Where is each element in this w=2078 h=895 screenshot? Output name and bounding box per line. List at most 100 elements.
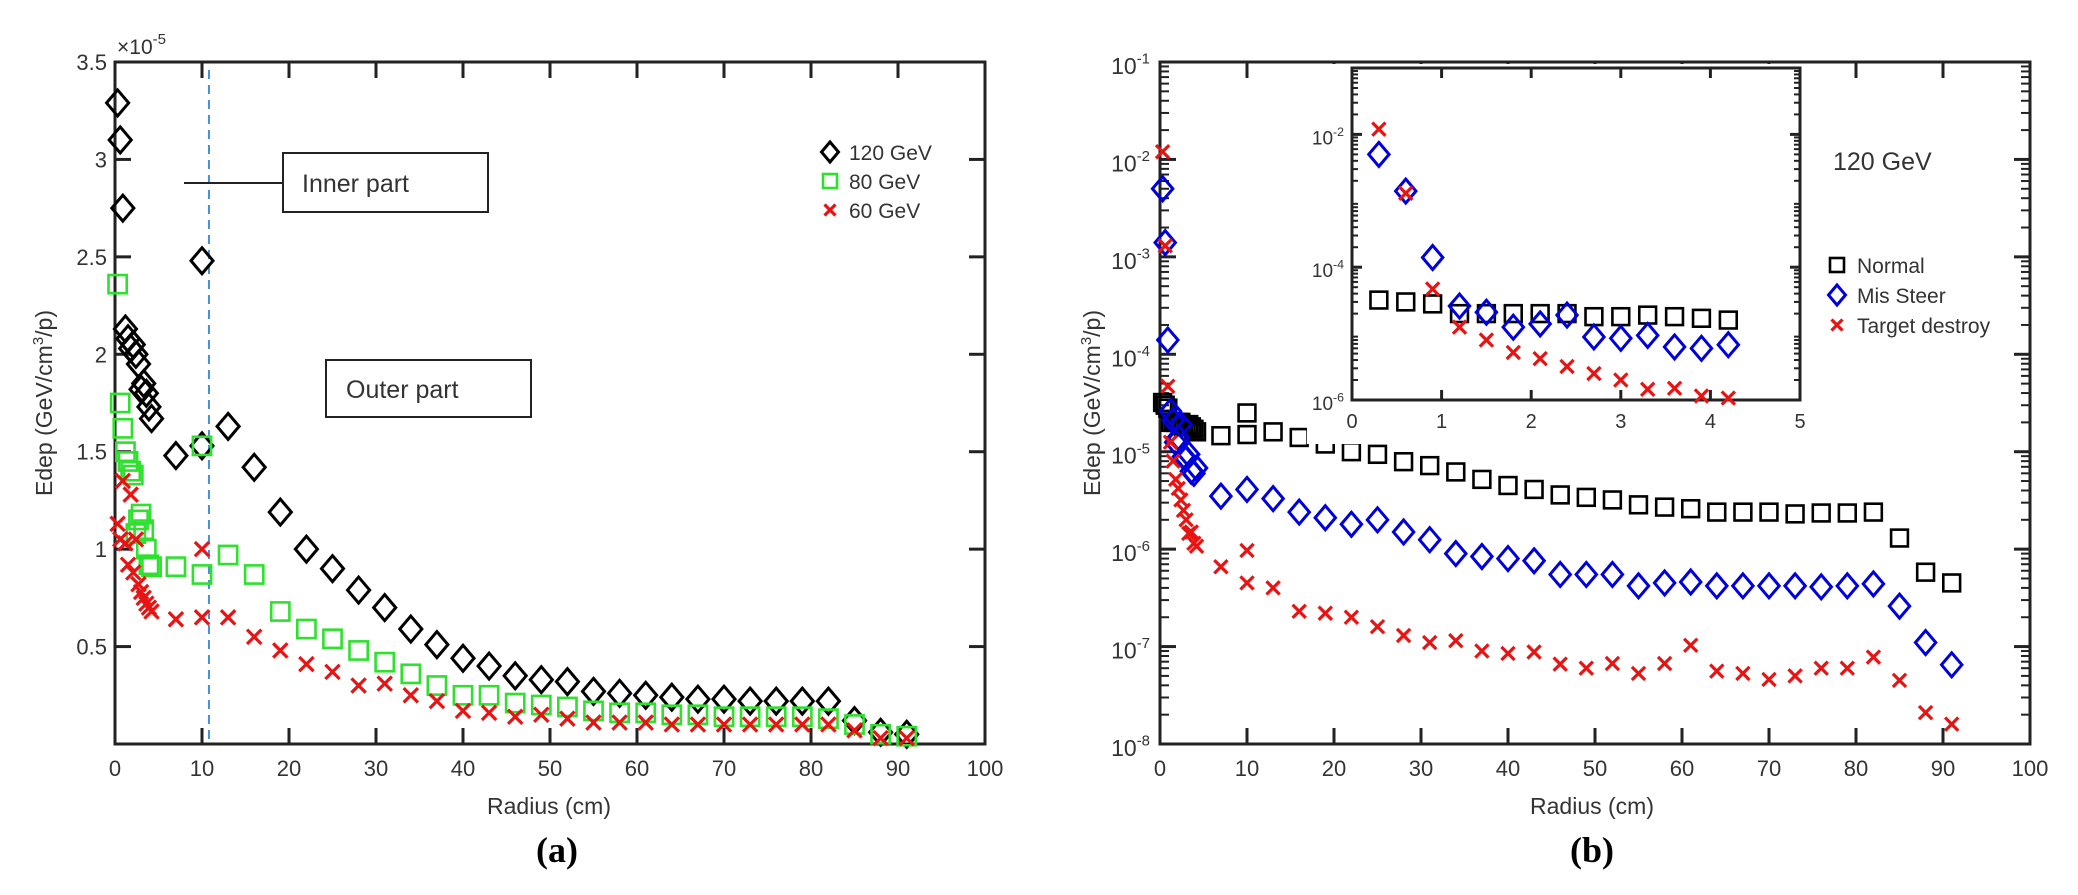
y-tick-label: 0.5 — [76, 635, 107, 660]
data-point — [1150, 174, 1175, 204]
data-point — [1237, 424, 1257, 445]
y-axis-label: Edep (GeV/cm3/p) — [1078, 310, 1105, 496]
data-point — [1635, 321, 1660, 350]
data-point — [715, 716, 733, 733]
data-point — [1608, 323, 1633, 353]
data-point — [1367, 444, 1388, 465]
data-point — [449, 642, 477, 674]
y-axis-label-main: Edep (GeV/cm — [31, 345, 57, 496]
data-point — [1664, 306, 1685, 327]
data-point — [1613, 372, 1629, 388]
data-point — [1939, 650, 1964, 680]
data-point — [191, 435, 213, 457]
data-point — [1501, 312, 1526, 342]
data-point — [188, 245, 216, 277]
data-point — [1730, 571, 1756, 601]
inset-x-tick-label: 3 — [1615, 411, 1626, 433]
data-point — [554, 666, 581, 697]
panel-label-a: (a) — [536, 830, 578, 870]
data-point — [193, 609, 211, 626]
tick-label-base: 10 — [1312, 394, 1333, 415]
data-point — [1239, 542, 1255, 559]
x-tick-label: 50 — [1583, 756, 1607, 781]
x-axis-label: Radius (cm) — [487, 793, 611, 819]
data-point — [1152, 392, 1173, 413]
data-point — [109, 515, 126, 533]
legend-label: 80 GeV — [849, 171, 920, 194]
data-point — [1393, 451, 1414, 472]
data-point — [1168, 410, 1194, 439]
data-point — [1530, 303, 1550, 324]
data-point — [1153, 228, 1178, 257]
y-axis-label-superscript: 3 — [1078, 337, 1095, 345]
x-axis-label: Radius (cm) — [1530, 793, 1654, 819]
data-point — [345, 574, 372, 606]
legend-label: 120 GeV — [849, 142, 932, 165]
data-point — [1761, 671, 1777, 688]
data-point — [1391, 517, 1416, 547]
data-point — [1691, 308, 1712, 328]
data-point — [243, 564, 265, 585]
x-tick-label: 30 — [1409, 756, 1433, 781]
data-point — [162, 440, 189, 471]
data-point — [1756, 571, 1782, 601]
data-point — [165, 556, 187, 578]
data-point — [135, 391, 162, 423]
data-point — [319, 553, 346, 584]
data-point — [1656, 655, 1673, 672]
tick-label-exponent: -6 — [1333, 390, 1344, 404]
data-point — [663, 716, 681, 733]
tick-label-exponent: -5 — [1137, 440, 1150, 457]
data-point — [556, 696, 578, 718]
data-point — [737, 685, 764, 717]
data-point — [217, 544, 239, 566]
series-60-gev — [109, 472, 915, 747]
data-point — [1365, 505, 1390, 535]
data-point — [267, 496, 294, 528]
data-point — [138, 554, 160, 576]
data-point — [1666, 380, 1683, 397]
data-point — [1521, 546, 1547, 576]
data-point — [1559, 358, 1575, 375]
outer-part-label: Outer part — [346, 376, 459, 404]
data-point — [1369, 618, 1386, 635]
tick-label-base: 10 — [1111, 735, 1137, 761]
data-point — [1604, 655, 1621, 672]
data-point — [120, 460, 142, 482]
data-point — [1887, 591, 1912, 621]
tick-label-exponent: -1 — [1137, 51, 1150, 68]
data-point — [1469, 542, 1495, 571]
data-point — [1183, 524, 1200, 540]
data-point — [1424, 281, 1441, 297]
data-point — [1678, 567, 1703, 597]
data-point — [1505, 344, 1522, 361]
data-point — [533, 706, 550, 724]
data-point — [1526, 644, 1542, 660]
data-point — [583, 700, 604, 722]
tick-label-base: 10 — [1312, 261, 1333, 282]
data-point — [1341, 442, 1362, 462]
data-point — [1578, 660, 1595, 676]
data-point — [1600, 560, 1625, 589]
data-point — [1662, 332, 1687, 362]
data-point — [1371, 121, 1387, 137]
tick-label-exponent: -3 — [1137, 246, 1150, 263]
data-point — [1550, 485, 1570, 505]
tick-label-exponent: -2 — [1333, 125, 1344, 139]
data-point — [637, 714, 654, 731]
data-point — [122, 338, 149, 370]
data-point — [817, 708, 839, 730]
data-point — [1630, 665, 1647, 682]
data-point — [559, 710, 576, 727]
data-point — [1395, 627, 1412, 644]
inset-x-tick-label: 4 — [1705, 411, 1716, 433]
data-point — [506, 708, 524, 726]
data-point — [767, 716, 785, 733]
data-point — [322, 628, 343, 650]
inset-y-tick-label: 10-6 — [1312, 390, 1344, 415]
y-axis-label-main: Edep (GeV/cm — [1079, 345, 1105, 496]
data-point — [1420, 455, 1440, 476]
data-point — [820, 716, 837, 733]
data-point — [763, 685, 790, 717]
